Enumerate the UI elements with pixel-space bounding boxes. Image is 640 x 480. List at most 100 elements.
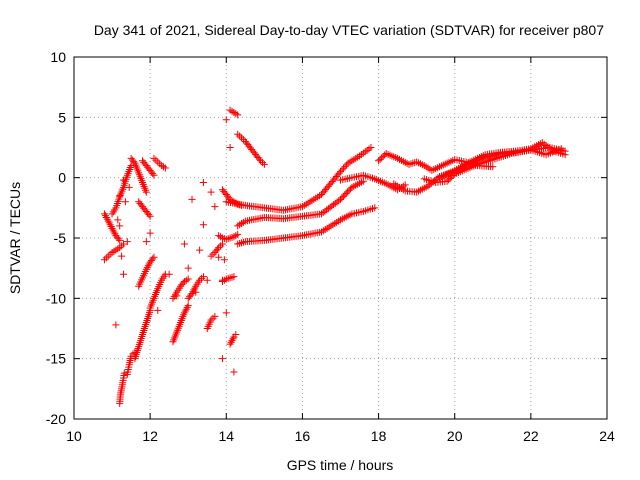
data-point-trace-y bbox=[338, 194, 346, 202]
data-point-trace-o bbox=[191, 284, 199, 292]
data-point-scatter-left bbox=[112, 321, 120, 329]
data-point-trace-a bbox=[104, 217, 112, 225]
data-point-scatter-mid bbox=[142, 238, 150, 246]
data-point-scatter-mid bbox=[146, 229, 154, 237]
data-point-trace-u bbox=[260, 160, 268, 168]
data-point-trace-ab bbox=[489, 163, 497, 171]
data-point-trace-u bbox=[255, 155, 263, 163]
data-point-trace-b bbox=[106, 250, 114, 258]
data-point-scatter-left bbox=[125, 183, 133, 191]
data-point-scatter-mid bbox=[154, 306, 162, 314]
data-point-trace-k bbox=[150, 171, 158, 179]
data-point-trace-ab bbox=[375, 157, 383, 165]
data-point-trace-l bbox=[150, 154, 158, 162]
y-tick-label: 5 bbox=[58, 109, 66, 125]
data-point-trace-z bbox=[371, 204, 379, 212]
data-point-trace-a bbox=[106, 221, 114, 229]
data-points bbox=[100, 106, 569, 407]
data-point-scatter-right bbox=[226, 144, 234, 151]
data-point-trace-b bbox=[104, 252, 112, 260]
data-point-trace-l bbox=[156, 160, 164, 168]
data-point-scatter-left bbox=[119, 270, 127, 278]
y-tick-label: -15 bbox=[46, 351, 66, 367]
data-point-trace-ae bbox=[443, 177, 451, 185]
data-point-trace-v bbox=[228, 233, 236, 241]
data-point-trace-o bbox=[188, 290, 196, 298]
data-point-scatter-right bbox=[230, 368, 238, 376]
data-point-trace-x bbox=[341, 163, 349, 171]
data-point-trace-ae bbox=[448, 173, 456, 181]
data-point-scatter-mid bbox=[203, 276, 211, 284]
y-axis-label: SDTVAR / TECUs bbox=[7, 182, 23, 294]
y-tick-label: -10 bbox=[46, 290, 66, 306]
data-point-trace-p bbox=[211, 312, 219, 320]
data-point-trace-ab bbox=[379, 152, 387, 160]
data-point-trace-m bbox=[182, 305, 190, 313]
plot-frame bbox=[73, 56, 608, 420]
x-tick-label: 16 bbox=[295, 428, 311, 444]
data-point-trace-b bbox=[118, 242, 126, 250]
data-point-scatter-right bbox=[222, 116, 230, 124]
data-point-trace-v bbox=[224, 235, 232, 243]
data-point-trace-m bbox=[183, 303, 191, 311]
data-point-trace-q bbox=[213, 245, 221, 253]
data-point-trace-x bbox=[335, 169, 343, 177]
data-point-trace-ab bbox=[378, 154, 386, 162]
data-point-trace-x bbox=[338, 166, 346, 174]
data-point-trace-ab bbox=[376, 155, 384, 163]
data-point-trace-a bbox=[107, 223, 115, 231]
data-point-trace-q bbox=[217, 242, 225, 250]
data-point-trace-l bbox=[152, 156, 160, 164]
data-point-scatter-right bbox=[207, 188, 215, 196]
data-point-trace-l bbox=[161, 164, 169, 172]
data-point-trace-ab bbox=[416, 160, 424, 168]
data-point-scatter-mid bbox=[188, 195, 196, 203]
data-point-trace-r bbox=[230, 273, 238, 281]
data-point-trace-b bbox=[100, 256, 108, 264]
data-point-trace-s bbox=[226, 340, 234, 348]
data-point-trace-r bbox=[224, 274, 232, 282]
x-tick-label: 10 bbox=[66, 428, 82, 444]
data-point-trace-g bbox=[149, 255, 157, 263]
x-tick-label: 20 bbox=[447, 428, 463, 444]
axis-ticks: 10 12 14 16 18 20 22 24 10 5 0 -5 -10 -15 -20 bbox=[46, 49, 615, 444]
y-tick-label: 10 bbox=[50, 49, 66, 65]
data-point-trace-g bbox=[150, 253, 158, 261]
data-point-trace-ae bbox=[561, 147, 569, 155]
data-point-trace-z bbox=[238, 239, 246, 247]
data-point-scatter-right bbox=[220, 256, 228, 264]
data-point-trace-y bbox=[344, 188, 352, 196]
data-point-trace-j bbox=[146, 212, 154, 220]
data-point-trace-ae bbox=[445, 176, 453, 184]
data-point-trace-i bbox=[130, 158, 138, 166]
data-point-trace-a bbox=[103, 215, 111, 223]
data-point-trace-u bbox=[258, 159, 266, 167]
data-point-trace-a bbox=[102, 213, 110, 221]
data-point-scatter-left bbox=[118, 252, 126, 260]
data-point-trace-a bbox=[101, 212, 109, 220]
data-point-trace-g bbox=[144, 262, 152, 270]
data-point-trace-y bbox=[337, 195, 344, 203]
data-point-trace-g bbox=[143, 264, 151, 272]
data-point-trace-o bbox=[189, 288, 197, 296]
data-point-trace-x bbox=[343, 161, 351, 169]
y-tick-label: -20 bbox=[46, 411, 66, 427]
data-point-trace-v bbox=[234, 230, 242, 238]
grid-lines bbox=[74, 57, 607, 419]
data-point-scatter-right bbox=[199, 178, 207, 186]
data-point-trace-x bbox=[340, 164, 348, 172]
data-point-trace-z bbox=[234, 240, 242, 248]
data-point-trace-y bbox=[341, 191, 349, 199]
data-point-trace-m bbox=[184, 302, 192, 310]
data-point-trace-l bbox=[159, 163, 167, 171]
data-point-trace-o bbox=[198, 274, 206, 282]
y-tick-label: -5 bbox=[54, 230, 67, 246]
data-point-trace-u bbox=[239, 136, 247, 144]
x-axis-label: GPS time / hours bbox=[287, 457, 394, 473]
data-point-trace-ae bbox=[446, 174, 454, 182]
data-point-scatter-left bbox=[116, 222, 124, 230]
data-point-scatter-right bbox=[211, 203, 219, 211]
data-point-trace-a bbox=[109, 226, 117, 234]
x-tick-label: 12 bbox=[142, 428, 158, 444]
data-point-scatter-right bbox=[218, 355, 226, 363]
